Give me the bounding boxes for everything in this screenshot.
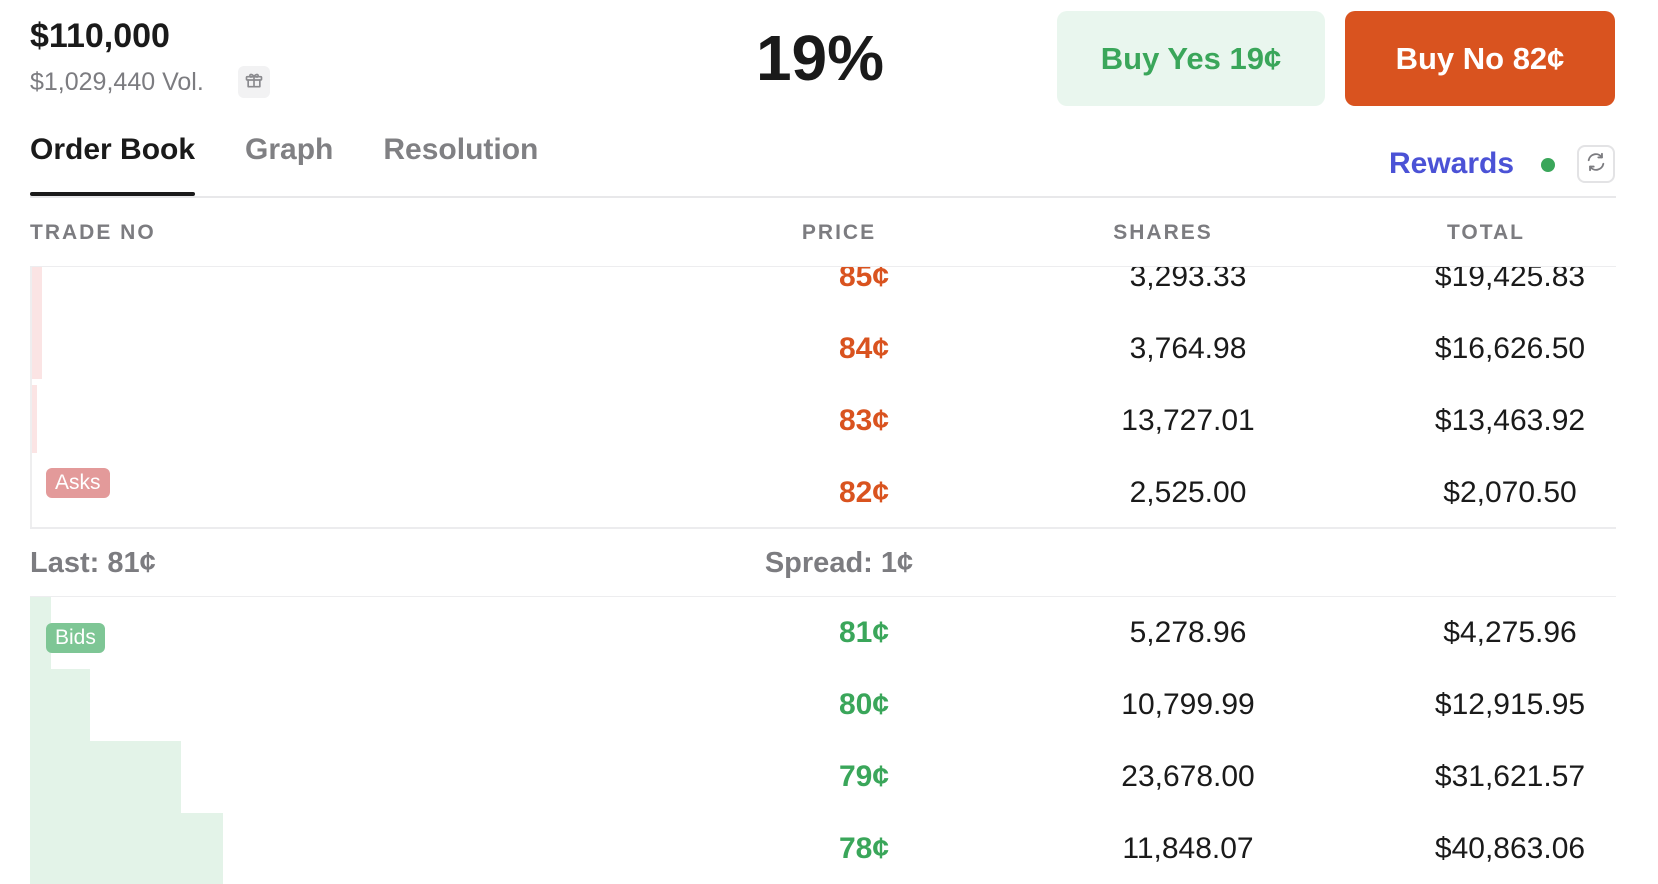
ask-price: 84¢ [838, 332, 890, 365]
ask-total: $13,463.92 [1434, 404, 1586, 437]
bid-shares: 23,678.00 [1121, 760, 1255, 793]
bid-price: 81¢ [838, 616, 890, 649]
ask-total: $2,070.50 [1443, 476, 1577, 509]
header-total: TOTAL [1446, 221, 1526, 244]
market-title: $110,000 [30, 17, 170, 55]
rewards-status-dot [1541, 158, 1555, 172]
asks-section: 85¢ 3,293.33 $19,425.83 84¢ 3,764.98 $16… [30, 267, 1616, 528]
bid-total: $40,863.06 [1434, 832, 1586, 865]
tab-graph[interactable]: Graph [245, 133, 334, 166]
asks-divider [30, 527, 1616, 529]
ask-price: 85¢ [838, 267, 890, 293]
bid-price: 79¢ [838, 760, 890, 793]
tab-order-book[interactable]: Order Book [30, 126, 196, 196]
bid-depth-bar [30, 813, 223, 884]
buy-no-button[interactable]: Buy No 82¢ [1345, 11, 1615, 106]
ask-depth-bar [32, 385, 37, 453]
buy-yes-button[interactable]: Buy Yes 19¢ [1057, 11, 1325, 106]
refresh-icon [1585, 151, 1607, 178]
ask-row[interactable]: 83¢ 13,727.01 $13,463.92 [30, 385, 1616, 457]
bid-row[interactable]: 78¢ 11,848.07 $40,863.06 [30, 813, 1616, 884]
ask-row[interactable]: 85¢ 3,293.33 $19,425.83 [30, 267, 1616, 313]
bid-total: $12,915.95 [1434, 688, 1586, 721]
ask-shares: 13,727.01 [1121, 404, 1255, 437]
bid-row[interactable]: 80¢ 10,799.99 $12,915.95 [30, 669, 1616, 741]
bid-row[interactable]: 81¢ 5,278.96 $4,275.96 [30, 597, 1616, 669]
ask-shares: 3,764.98 [1129, 332, 1247, 365]
bid-shares: 11,848.07 [1122, 832, 1254, 865]
tab-resolution[interactable]: Resolution [383, 133, 539, 166]
bids-badge: Bids [46, 623, 105, 653]
ask-depth-bar [32, 313, 42, 379]
ask-shares: 3,293.33 [1129, 267, 1247, 293]
ask-depth-bar [32, 267, 42, 313]
bid-price: 78¢ [838, 832, 890, 865]
probability: 19% [755, 22, 885, 94]
bid-depth-bar [30, 597, 51, 669]
bid-shares: 10,799.99 [1121, 688, 1255, 721]
gift-button[interactable] [238, 66, 270, 98]
bid-depth-bar [30, 669, 90, 741]
bid-row[interactable]: 79¢ 23,678.00 $31,621.57 [30, 741, 1616, 813]
spread-value: Spread: 1¢ [764, 547, 914, 579]
spread-divider [30, 596, 1616, 597]
refresh-button[interactable] [1577, 145, 1615, 183]
ask-row[interactable]: 82¢ 2,525.00 $2,070.50 [30, 457, 1616, 528]
bids-section: 81¢ 5,278.96 $4,275.96 80¢ 10,799.99 $12… [30, 597, 1616, 884]
bid-depth-bar [30, 741, 181, 813]
asks-frame [30, 267, 32, 528]
ask-price: 83¢ [838, 404, 890, 437]
rewards-link[interactable]: Rewards [1389, 147, 1515, 180]
ask-total: $19,425.83 [1434, 267, 1586, 293]
last-price: Last: 81¢ [30, 547, 156, 579]
ask-price: 82¢ [838, 476, 890, 509]
bid-total: $31,621.57 [1434, 760, 1586, 793]
ask-row[interactable]: 84¢ 3,764.98 $16,626.50 [30, 313, 1616, 385]
ask-total: $16,626.50 [1434, 332, 1586, 365]
tab-bar: Order Book Graph Resolution [30, 126, 588, 196]
bid-shares: 5,278.96 [1129, 616, 1247, 649]
header-trade: TRADE NO [30, 221, 156, 244]
ask-shares: 2,525.00 [1129, 476, 1247, 509]
bid-price: 80¢ [838, 688, 890, 721]
tab-divider [30, 196, 1616, 198]
volume-text: $1,029,440 Vol. [30, 68, 204, 96]
asks-badge: Asks [46, 468, 110, 498]
gift-icon [244, 70, 264, 95]
header-divider [30, 266, 1616, 267]
bid-total: $4,275.96 [1443, 616, 1577, 649]
header-price: PRICE [801, 221, 877, 244]
header-shares: SHARES [1113, 221, 1213, 244]
